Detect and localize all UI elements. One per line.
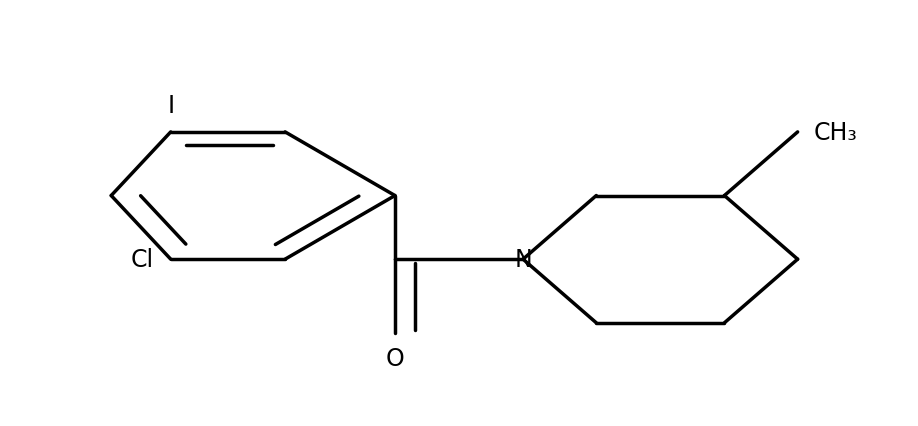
Text: I: I <box>167 94 174 118</box>
Text: N: N <box>514 248 532 271</box>
Text: O: O <box>386 346 404 370</box>
Text: CH₃: CH₃ <box>814 121 858 144</box>
Text: Cl: Cl <box>131 248 154 271</box>
